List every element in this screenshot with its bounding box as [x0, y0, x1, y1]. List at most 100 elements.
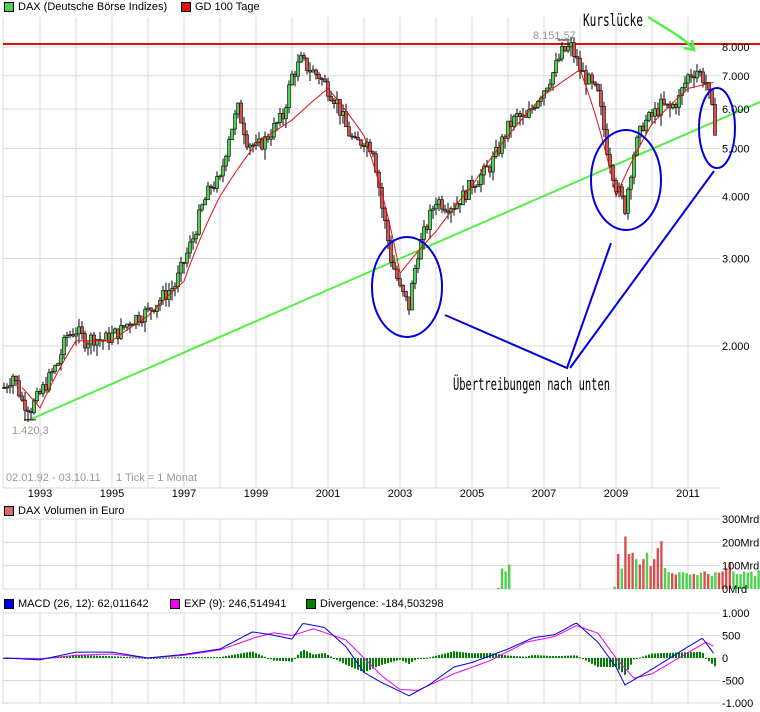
- divergence-bar: [693, 652, 695, 658]
- volume-bar: [681, 572, 685, 589]
- candle-down: [281, 112, 285, 120]
- candle-down: [395, 268, 399, 279]
- divergence-bar: [627, 658, 629, 670]
- divergence-bar: [237, 653, 239, 658]
- candle-up: [125, 323, 129, 328]
- candle-up: [551, 72, 555, 85]
- candle-down: [209, 185, 213, 188]
- circle-2003: [371, 236, 443, 338]
- low-label: 1.420,3: [12, 425, 49, 437]
- candle-up: [629, 176, 633, 190]
- divergence-bar: [474, 653, 476, 658]
- volume-bar: [631, 552, 634, 589]
- y-tick-label: 5.000: [722, 143, 750, 155]
- divergence-bar: [594, 658, 596, 666]
- divergence-bar: [282, 658, 284, 662]
- x-tick-label: 2011: [676, 488, 700, 500]
- divergence-bar: [198, 657, 200, 659]
- candle-up: [218, 175, 222, 178]
- candle-up: [227, 139, 231, 157]
- divergence-bar: [180, 657, 182, 659]
- volume-bar: [689, 574, 692, 589]
- volume-bar: [685, 573, 688, 589]
- divergence-bar: [486, 653, 488, 658]
- divergence-bar: [207, 657, 209, 659]
- candle-down: [443, 208, 447, 212]
- divergence-bar: [540, 655, 542, 658]
- candle-down: [572, 42, 576, 57]
- y-tick-label: 8.000: [722, 42, 750, 54]
- candle-up: [197, 209, 201, 235]
- divergence-bar: [168, 657, 170, 659]
- divergence-bar: [72, 655, 74, 658]
- candle-down: [140, 321, 144, 324]
- legend-swatch-macd: [4, 599, 14, 609]
- candle-down: [425, 226, 429, 230]
- candle-up: [566, 46, 570, 52]
- divergence-bar: [660, 653, 662, 658]
- candle-up: [635, 136, 639, 156]
- candle-down: [641, 125, 645, 131]
- volume-bar: [667, 572, 670, 589]
- candle-up: [119, 325, 123, 339]
- divergence-bar: [597, 658, 599, 667]
- divergence-bar: [456, 651, 458, 658]
- candle-down: [698, 70, 702, 73]
- divergence-bar: [303, 649, 305, 658]
- volume-bar: [642, 559, 645, 589]
- divergence-bar: [69, 655, 71, 658]
- x-tick-label: 2007: [532, 488, 556, 500]
- candle-up: [299, 55, 303, 63]
- divergence-bar: [402, 658, 404, 662]
- divergence-bar: [255, 653, 257, 658]
- candle-up: [146, 307, 150, 310]
- candle-up: [143, 308, 147, 323]
- candle-up: [194, 233, 198, 240]
- volume-bar: [656, 548, 659, 589]
- trendline: [28, 101, 760, 421]
- candle-up: [275, 122, 279, 124]
- divergence-bar: [396, 658, 398, 661]
- y-tick-label: 3.000: [722, 254, 750, 266]
- divergence-bar: [405, 658, 407, 663]
- volume-bar: [660, 541, 663, 589]
- candle-down: [707, 82, 711, 91]
- divergence-bar: [684, 652, 686, 658]
- legend-swatch-divergence: [306, 599, 316, 609]
- divergence-bar: [102, 655, 104, 658]
- divergence-bar: [222, 656, 224, 658]
- candle-down: [710, 89, 714, 105]
- volume-bar: [732, 571, 735, 589]
- candle-up: [185, 252, 189, 264]
- candle-up: [428, 209, 432, 230]
- candle-up: [341, 111, 345, 116]
- candle-down: [323, 78, 327, 83]
- high-label: 8.151,57: [533, 30, 576, 42]
- divergence-bar: [321, 653, 323, 658]
- divergence-bar: [204, 657, 206, 659]
- candle-down: [317, 74, 321, 80]
- candle-up: [638, 125, 642, 138]
- candle-up: [5, 386, 9, 389]
- candle-down: [239, 102, 243, 124]
- volume-bar: [627, 554, 631, 589]
- divergence-bar: [90, 655, 92, 658]
- y-tick-label: 1.000: [722, 608, 750, 620]
- candle-up: [290, 73, 294, 86]
- legend-swatch-gd100: [181, 2, 191, 12]
- divergence-bar: [534, 655, 536, 658]
- candle-up: [230, 128, 234, 140]
- candle-down: [446, 210, 450, 213]
- divergence-bar: [285, 658, 287, 662]
- volume-bar: [735, 574, 739, 589]
- volume-bar: [617, 554, 620, 589]
- candle-up: [200, 204, 204, 211]
- candle-down: [314, 69, 318, 75]
- candle-up: [110, 332, 114, 343]
- volume-bar: [671, 573, 674, 589]
- volume-bar: [753, 576, 757, 589]
- candle-up: [683, 82, 687, 89]
- candle-down: [20, 395, 24, 401]
- divergence-bar: [306, 651, 308, 658]
- x-tick-label: 2005: [460, 488, 484, 500]
